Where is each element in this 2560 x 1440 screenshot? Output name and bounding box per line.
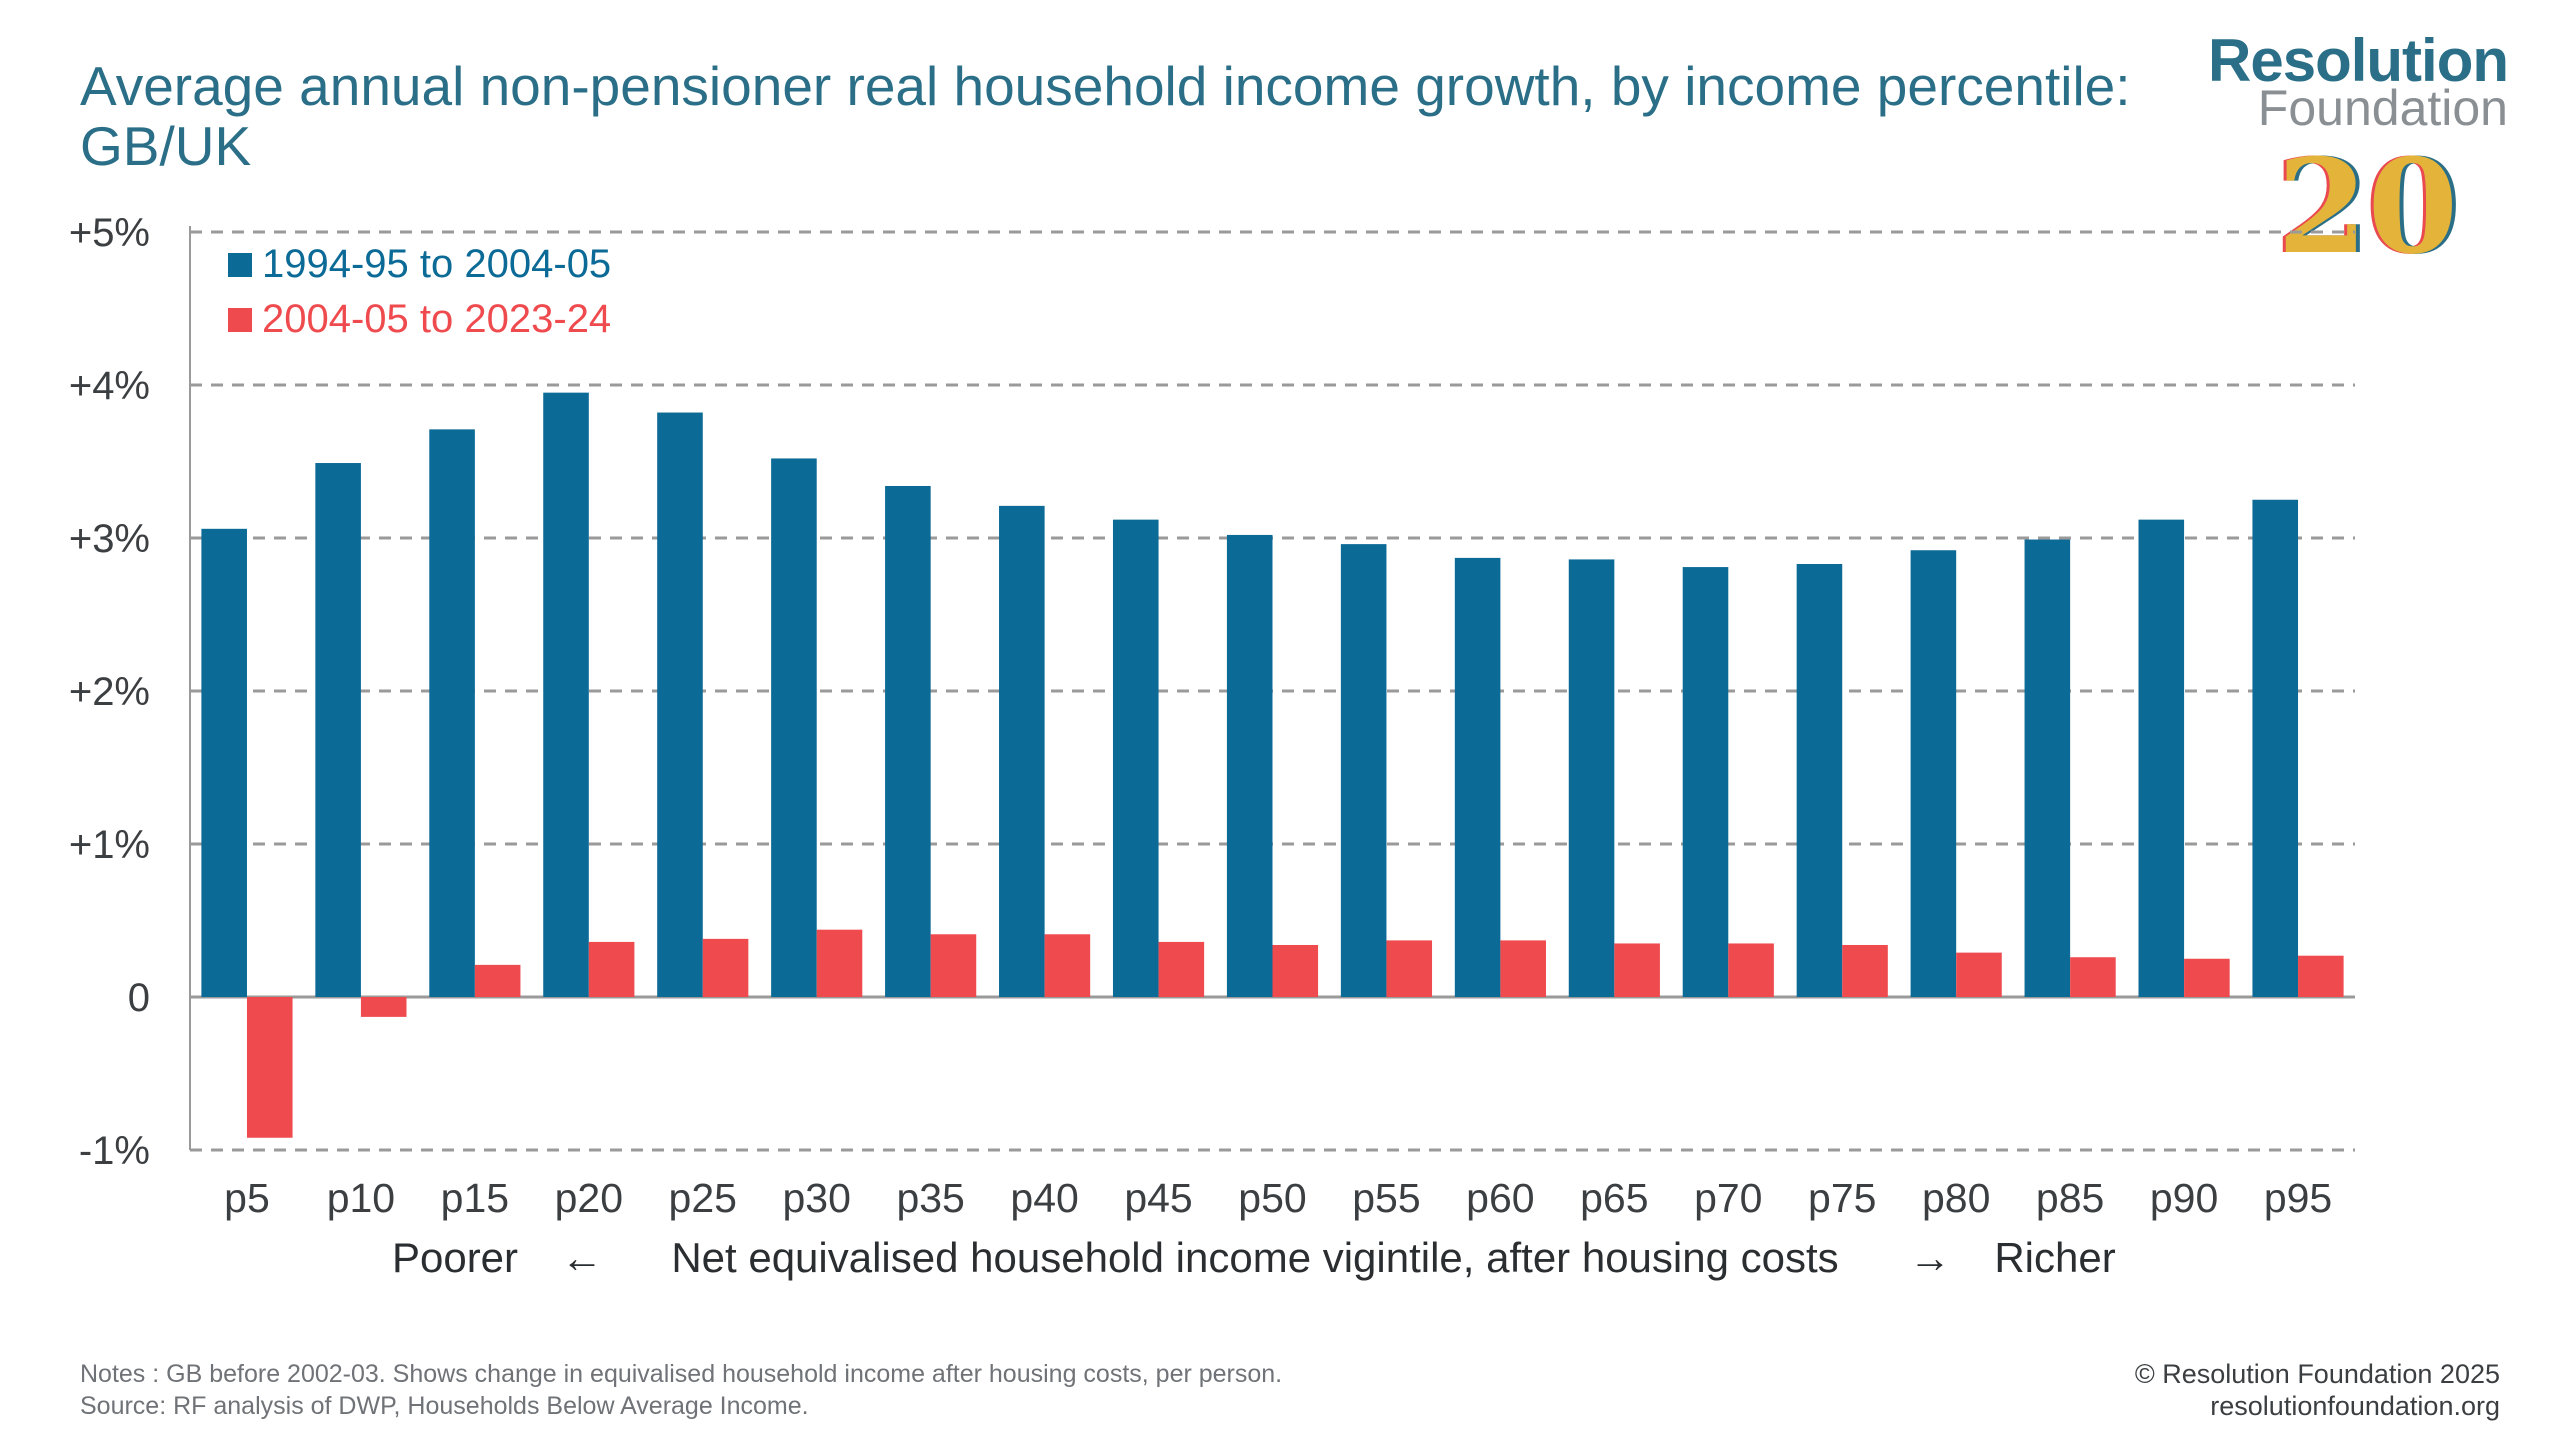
bar-series2-p45 — [1158, 941, 1205, 997]
logo-anniversary-number: 20 — [2277, 130, 2458, 283]
x-axis-tick-labels: p5 p10 p15 p20 p25 p30 p35 p40 p45 p50 p55 p60 p65 p7… — [224, 1175, 2332, 1221]
bar-series1-p5 — [201, 528, 247, 997]
resolution-foundation-logo: Resolution Foundation 20 — [2188, 26, 2509, 272]
bar-series1-p50 — [1226, 534, 1273, 997]
x-tick-label: p30 — [782, 1175, 850, 1221]
x-label-center: Net equivalised household income viginti… — [671, 1234, 1838, 1281]
y-tick-label: +2% — [69, 670, 150, 714]
bar-series1-p80 — [1910, 550, 1957, 997]
bar-series2-p25 — [702, 938, 749, 997]
bar-series1-p70 — [1682, 567, 1729, 997]
legend-label: 2004-05 to 2023-24 — [262, 297, 611, 341]
x-tick-label: p65 — [1580, 1175, 1648, 1221]
y-axis-tick-labels: -1% 0 +1% +2% +3% +4% +5% — [69, 211, 150, 1173]
bar-series2-p20 — [588, 941, 635, 997]
bar-series1-p20 — [543, 392, 589, 997]
bar-series2-p85 — [2070, 957, 2116, 997]
bar-series2-p15 — [474, 964, 521, 997]
bar-series1-p85 — [2024, 539, 2071, 997]
logo-word-resolution: Resolution — [2208, 27, 2509, 94]
bar-series1-p10 — [315, 463, 361, 997]
bar-series1-p40 — [999, 505, 1045, 997]
bar-series2-p50 — [1272, 944, 1319, 997]
x-tick-label: p10 — [327, 1175, 395, 1221]
x-tick-label: p85 — [2036, 1175, 2104, 1221]
bar-series1-p95 — [2252, 499, 2299, 997]
copyright-text: © Resolution Foundation 2025 — [2134, 1359, 2500, 1389]
bar-series1-p65 — [1568, 559, 1615, 997]
legend-swatch — [228, 308, 252, 332]
bar-series2-p30 — [816, 929, 863, 997]
bar-series1-p45 — [1112, 519, 1159, 997]
x-tick-label: p95 — [2264, 1175, 2332, 1221]
bar-series2-p75 — [1842, 944, 1888, 997]
bar-series2-p35 — [930, 934, 977, 997]
bar-series2-p65 — [1614, 943, 1660, 997]
bar-chart: -1% 0 +1% +2% +3% +4% +5% p5 p10 p15 p20 p25 p30 p35… — [69, 211, 2355, 1281]
bar-series2-p55 — [1386, 940, 1433, 997]
bar-series1-p25 — [657, 412, 703, 997]
y-tick-label: +5% — [69, 211, 150, 255]
chart-title: Average annual non-pensioner real househ… — [80, 55, 2131, 177]
x-tick-label: p60 — [1466, 1175, 1534, 1221]
x-tick-label: p90 — [2150, 1175, 2218, 1221]
x-label-poorer: Poorer — [392, 1234, 518, 1281]
bar-series1-p55 — [1340, 544, 1387, 997]
bar-series2-p80 — [1956, 952, 2002, 997]
x-tick-label: p25 — [669, 1175, 737, 1221]
legend-label: 1994-95 to 2004-05 — [262, 242, 611, 286]
legend-swatch — [228, 253, 252, 277]
x-label-richer: Richer — [1994, 1234, 2115, 1281]
x-tick-label: p70 — [1694, 1175, 1762, 1221]
x-tick-label: p50 — [1238, 1175, 1306, 1221]
x-tick-label: p55 — [1352, 1175, 1420, 1221]
bar-series2-p10 — [360, 997, 407, 1017]
bar-series2-p40 — [1044, 934, 1091, 997]
x-axis-label: Poorer ← Net equivalised household income … — [392, 1234, 2116, 1281]
bar-series2-p60 — [1500, 940, 1546, 997]
y-tick-label: +1% — [69, 823, 150, 867]
x-tick-label: p75 — [1808, 1175, 1876, 1221]
y-tick-label: +4% — [69, 364, 150, 408]
x-tick-label: p35 — [896, 1175, 964, 1221]
bar-series2-p70 — [1728, 943, 1774, 997]
bar-series2-p95 — [2298, 955, 2344, 997]
bar-series1-p90 — [2138, 519, 2185, 997]
x-label-right-arrow: → — [1909, 1234, 1951, 1281]
legend: 1994-95 to 2004-05 2004-05 to 2023-24 — [228, 242, 611, 341]
bar-series1-p15 — [429, 429, 475, 997]
website-text: resolutionfoundation.org — [2210, 1391, 2500, 1421]
footnote: Notes : GB before 2002-03. Shows change … — [80, 1358, 1282, 1422]
copyright-block: © Resolution Foundation 2025 resolutionf… — [2135, 1358, 2500, 1422]
y-tick-label: 0 — [128, 976, 150, 1020]
bar-series2-p5 — [246, 997, 293, 1138]
y-tick-label: +3% — [69, 517, 150, 561]
x-label-left-arrow: ← — [561, 1234, 603, 1281]
bar-series1-p75 — [1796, 564, 1843, 997]
x-tick-label: p40 — [1010, 1175, 1078, 1221]
bar-series1-p30 — [771, 458, 817, 997]
notes-text: Notes : GB before 2002-03. Shows change … — [80, 1360, 1283, 1388]
y-tick-label: -1% — [79, 1129, 150, 1173]
bar-series1-p60 — [1454, 557, 1501, 997]
bar-series1-p35 — [885, 485, 931, 997]
x-tick-label: p80 — [1922, 1175, 1990, 1221]
x-tick-label: p5 — [224, 1175, 270, 1221]
logo-word-foundation: Foundation — [2257, 80, 2508, 136]
bars — [201, 392, 2344, 1138]
source-text: Source: RF analysis of DWP, Households B… — [80, 1392, 809, 1420]
x-tick-label: p20 — [555, 1175, 623, 1221]
x-tick-label: p45 — [1124, 1175, 1192, 1221]
bar-series2-p90 — [2184, 958, 2230, 997]
x-tick-label: p15 — [441, 1175, 509, 1221]
